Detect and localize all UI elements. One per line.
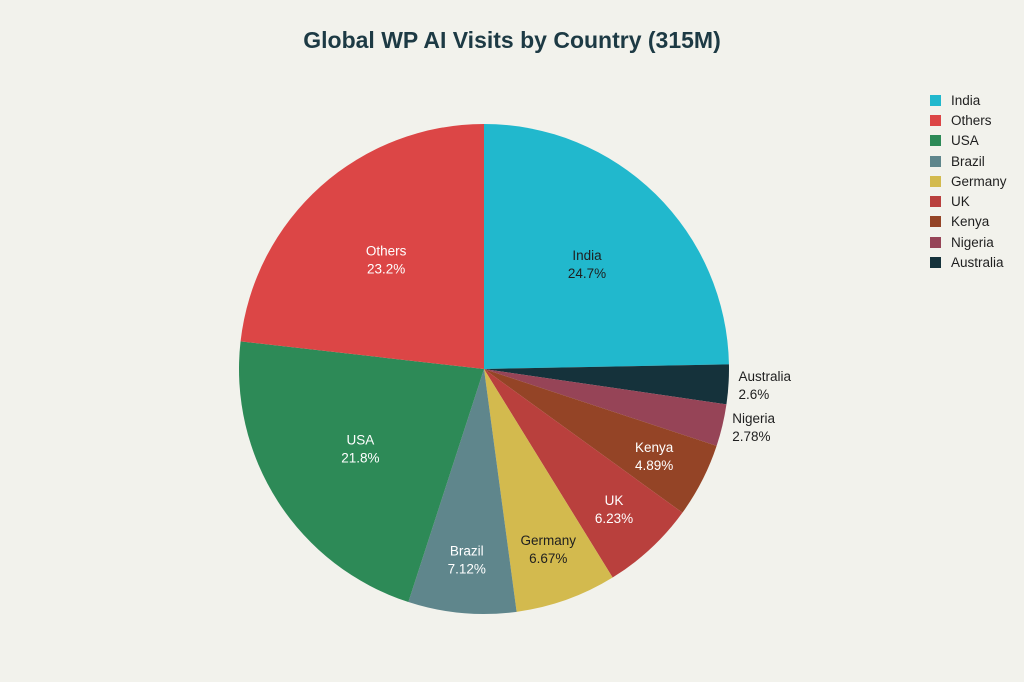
slice-label-value: 23.2%	[367, 261, 405, 276]
pie-slices	[238, 124, 729, 614]
pie-slice-uk	[484, 369, 683, 578]
legend-label: Germany	[951, 173, 1007, 189]
slice-label-value: 4.89%	[635, 458, 673, 473]
slice-label-value: 21.8%	[341, 451, 379, 466]
legend-swatch	[930, 257, 941, 269]
legend-swatch	[930, 216, 941, 228]
legend-label: Nigeria	[951, 234, 994, 250]
legend-swatch	[930, 114, 941, 126]
legend-item-kenya[interactable]: Kenya	[930, 212, 1007, 232]
legend-swatch	[930, 155, 941, 167]
pie-slice-kenya	[484, 369, 717, 513]
legend-label: Brazil	[951, 153, 985, 169]
slice-label-name: UK	[605, 493, 624, 508]
legend-swatch	[930, 94, 941, 106]
slice-label-name: Nigeria	[732, 411, 775, 426]
legend-label: India	[951, 92, 981, 108]
legend-item-india[interactable]: India	[930, 90, 1007, 110]
pie-slice-nigeria	[484, 369, 727, 446]
legend-label: UK	[951, 194, 970, 210]
slice-label-value: 24.7%	[568, 266, 606, 281]
legend-item-brazil[interactable]: Brazil	[930, 151, 1007, 171]
slice-label-value: 6.67%	[529, 551, 567, 566]
slice-label-nigeria: Nigeria 2.78%	[732, 411, 775, 444]
slice-label-name: Brazil	[450, 543, 484, 558]
legend-swatch	[930, 196, 941, 208]
slice-label-australia: Australia 2.6%	[738, 369, 791, 402]
slice-label-india: India 24.7%	[568, 248, 606, 281]
slice-label-kenya: Kenya 4.89%	[635, 440, 674, 473]
slice-label-value: 7.12%	[448, 561, 486, 576]
pie-slice-usa	[238, 341, 484, 603]
legend-item-usa[interactable]: USA	[930, 131, 1007, 151]
slice-label-name: Australia	[738, 369, 791, 384]
slice-label-usa: USA 21.8%	[341, 433, 379, 466]
slice-label-name: Others	[366, 243, 407, 258]
pie-slice-brazil	[408, 369, 517, 614]
pie-slice-india	[484, 124, 729, 369]
pie-slice-germany	[484, 369, 613, 612]
slice-label-uk: UK 6.23%	[595, 493, 633, 526]
legend-item-germany[interactable]: Germany	[930, 171, 1007, 191]
chart-title: Global WP AI Visits by Country (315M)	[303, 27, 721, 53]
slice-label-name: Kenya	[635, 440, 674, 455]
slice-label-others: Others 23.2%	[366, 243, 407, 276]
slice-label-name: India	[572, 248, 602, 263]
slice-label-value: 2.6%	[738, 387, 769, 402]
slice-label-name: USA	[347, 433, 375, 448]
legend-label: Others	[951, 112, 992, 128]
legend-item-nigeria[interactable]: Nigeria	[930, 232, 1007, 252]
legend-label: Kenya	[951, 214, 990, 230]
legend-swatch	[930, 135, 941, 147]
slice-label-germany: Germany 6.67%	[521, 533, 577, 566]
pie-slice-others	[240, 124, 484, 369]
legend-item-uk[interactable]: UK	[930, 191, 1007, 211]
legend-label: Australia	[951, 255, 1004, 271]
slice-labels: India 24.7% Australia 2.6% Nigeria 2.78% Kenya…	[341, 243, 791, 576]
legend: India Others USA Brazil Germany UK Kenya Nigeri…	[930, 90, 1007, 273]
legend-swatch	[930, 175, 941, 187]
slice-label-name: Germany	[521, 533, 577, 548]
legend-item-australia[interactable]: Australia	[930, 252, 1007, 272]
slice-label-value: 2.78%	[732, 429, 770, 444]
slice-label-brazil: Brazil 7.12%	[448, 543, 486, 576]
pie-slice-australia	[484, 364, 729, 405]
legend-item-others[interactable]: Others	[930, 110, 1007, 130]
legend-swatch	[930, 236, 941, 248]
legend-label: USA	[951, 133, 979, 149]
slice-label-value: 6.23%	[595, 511, 633, 526]
